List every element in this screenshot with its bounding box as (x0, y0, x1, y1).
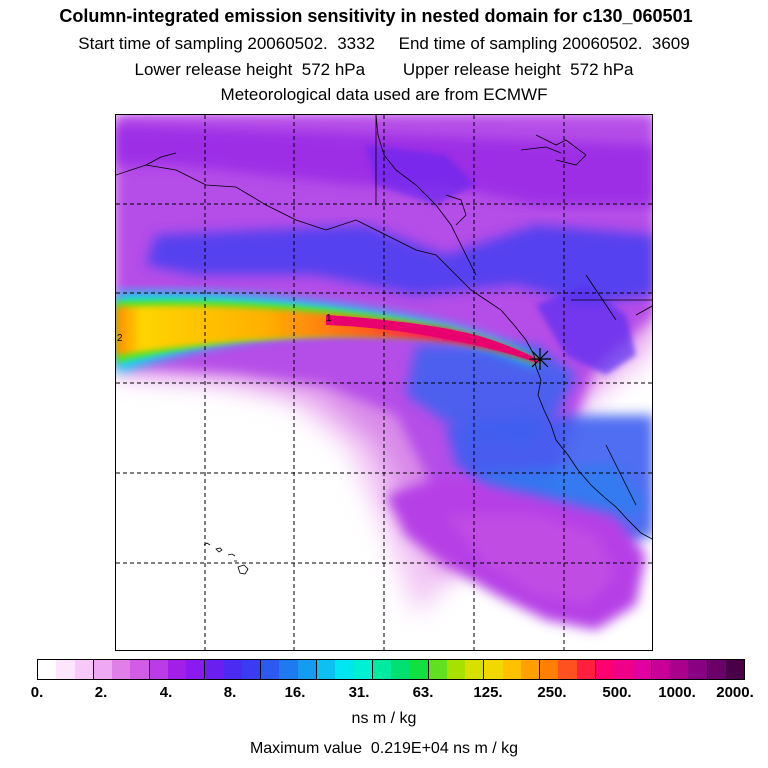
colorbar-segment (446, 660, 466, 679)
colorbar-segment (297, 660, 317, 679)
colorbar (37, 659, 745, 680)
colorbar-segment (688, 660, 708, 679)
colorbar-segment (465, 660, 485, 679)
colorbar-segment (130, 660, 150, 679)
colorbar-tick: 2. (94, 684, 108, 701)
colorbar-segment (428, 660, 447, 679)
map-panel: 1 2 (115, 114, 653, 651)
colorbar-segment (558, 660, 577, 679)
colorbar-segment (335, 660, 354, 679)
colorbar-tick: 8. (223, 684, 237, 701)
colorbar-segment (353, 660, 373, 679)
colorbar-segment (520, 660, 541, 679)
colorbar-tick: 2000. (716, 684, 754, 701)
colorbar-segment (241, 660, 262, 679)
colorbar-segment (74, 660, 94, 679)
colorbar-segment (93, 660, 113, 679)
sensitivity-field-background (116, 115, 652, 650)
colorbar-segment (614, 660, 633, 679)
lat-lon-gridlines (116, 115, 652, 650)
colorbar-segment (540, 660, 559, 679)
colorbar-segment (261, 660, 280, 679)
colorbar-segment (651, 660, 671, 679)
colorbar-segment (725, 660, 745, 679)
contour-label-2: 2 (117, 333, 123, 344)
colorbar-segment (670, 660, 689, 679)
contour-label-1: 1 (326, 313, 332, 324)
colorbar-tick: 500. (602, 684, 632, 701)
release-point-marker (529, 348, 551, 370)
colorbar-tick: 125. (473, 684, 503, 701)
colorbar-segment (316, 660, 336, 679)
colorbar-segment (205, 660, 224, 679)
maximum-value-text: Maximum value 0.219E+04 ns m / kg (249, 740, 519, 757)
colorbar-unit: ns m / kg (351, 710, 417, 727)
colorbar-segment (112, 660, 131, 679)
colorbar-segment (391, 660, 410, 679)
hawaii-islands (203, 542, 249, 575)
colorbar-tick: 4. (159, 684, 173, 701)
met-data-line: Meteorological data used are from ECMWF (220, 85, 548, 104)
colorbar-segment (707, 660, 726, 679)
colorbar-segment (502, 660, 521, 679)
colorbar-segment (38, 660, 57, 679)
colorbar-segment (149, 660, 168, 679)
release-height-line: Lower release height 572 hPa Upper relea… (134, 60, 634, 79)
colorbar-tick: 63. (412, 684, 434, 701)
colorbar-tick: 1000. (658, 684, 696, 701)
colorbar-tick: 16. (284, 684, 306, 701)
figure-title: Column-integrated emission sensitivity i… (59, 6, 693, 26)
colorbar-tick: 31. (348, 684, 370, 701)
colorbar-segment (167, 660, 187, 679)
sensitivity-plume (116, 292, 541, 373)
colorbar-segment (56, 660, 75, 679)
colorbar-tick: 0. (30, 684, 44, 701)
sampling-time-line: Start time of sampling 20060502. 3332 En… (78, 34, 690, 53)
coastlines (116, 115, 652, 540)
colorbar-tick: 250. (537, 684, 567, 701)
colorbar-segment (576, 660, 596, 679)
colorbar-segment (484, 660, 503, 679)
emission-sensitivity-map: 1 2 (116, 115, 652, 650)
colorbar-segment (372, 660, 392, 679)
colorbar-segment (223, 660, 242, 679)
colorbar-segment (186, 660, 206, 679)
colorbar-segment (279, 660, 298, 679)
colorbar-segment (632, 660, 652, 679)
colorbar-segment (595, 660, 615, 679)
colorbar-segment (409, 660, 429, 679)
colorbar-tick-labels: 0. 2. 4. 8. 16. 31. 63. 125. 250. 500. 1… (0, 684, 768, 704)
